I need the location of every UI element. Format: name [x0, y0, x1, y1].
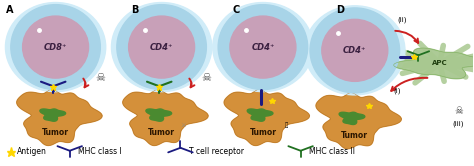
Text: ☠: ☠	[201, 73, 211, 83]
FancyArrowPatch shape	[391, 78, 428, 91]
Ellipse shape	[310, 8, 400, 93]
Ellipse shape	[128, 16, 195, 78]
FancyArrowPatch shape	[83, 79, 89, 87]
Ellipse shape	[23, 16, 89, 78]
Text: ☠: ☠	[454, 106, 463, 116]
Ellipse shape	[218, 5, 308, 89]
Text: C: C	[232, 5, 239, 15]
Text: ☠: ☠	[95, 73, 105, 83]
Ellipse shape	[305, 6, 405, 95]
Text: CD4⁺: CD4⁺	[343, 46, 366, 55]
Text: APC: APC	[432, 60, 447, 66]
Text: B: B	[131, 5, 138, 15]
Text: CD4⁺: CD4⁺	[251, 43, 274, 52]
Text: Tumor: Tumor	[148, 128, 175, 137]
Text: 🦴: 🦴	[285, 123, 288, 128]
Ellipse shape	[213, 2, 313, 92]
Ellipse shape	[11, 5, 100, 89]
Ellipse shape	[230, 16, 296, 78]
Ellipse shape	[322, 19, 388, 81]
Text: A: A	[6, 5, 14, 15]
Polygon shape	[224, 89, 310, 145]
Text: (ii): (ii)	[397, 16, 407, 23]
Text: Tumor: Tumor	[341, 131, 368, 140]
Polygon shape	[247, 109, 273, 121]
Ellipse shape	[5, 2, 106, 92]
Polygon shape	[40, 109, 65, 121]
Polygon shape	[316, 93, 401, 149]
Text: CD8⁺: CD8⁺	[44, 43, 67, 52]
Text: Antigen: Antigen	[17, 147, 47, 156]
FancyArrowPatch shape	[395, 31, 418, 43]
Ellipse shape	[117, 5, 206, 89]
Polygon shape	[339, 112, 365, 124]
FancyArrowPatch shape	[189, 79, 194, 87]
Text: Tumor: Tumor	[249, 128, 276, 137]
Polygon shape	[123, 89, 208, 145]
Text: MHC class II: MHC class II	[309, 147, 355, 156]
Text: D: D	[336, 5, 344, 15]
Text: Tumor: Tumor	[42, 128, 69, 137]
Text: (i): (i)	[393, 88, 401, 94]
Text: (iii): (iii)	[453, 121, 464, 127]
Text: CD4⁺: CD4⁺	[150, 43, 173, 52]
Ellipse shape	[111, 2, 212, 92]
Text: T cell receptor: T cell receptor	[189, 147, 244, 156]
Polygon shape	[146, 109, 172, 121]
Text: ⚔: ⚔	[180, 123, 186, 128]
Polygon shape	[17, 89, 102, 145]
Polygon shape	[394, 48, 474, 79]
Text: MHC class I: MHC class I	[78, 147, 122, 156]
